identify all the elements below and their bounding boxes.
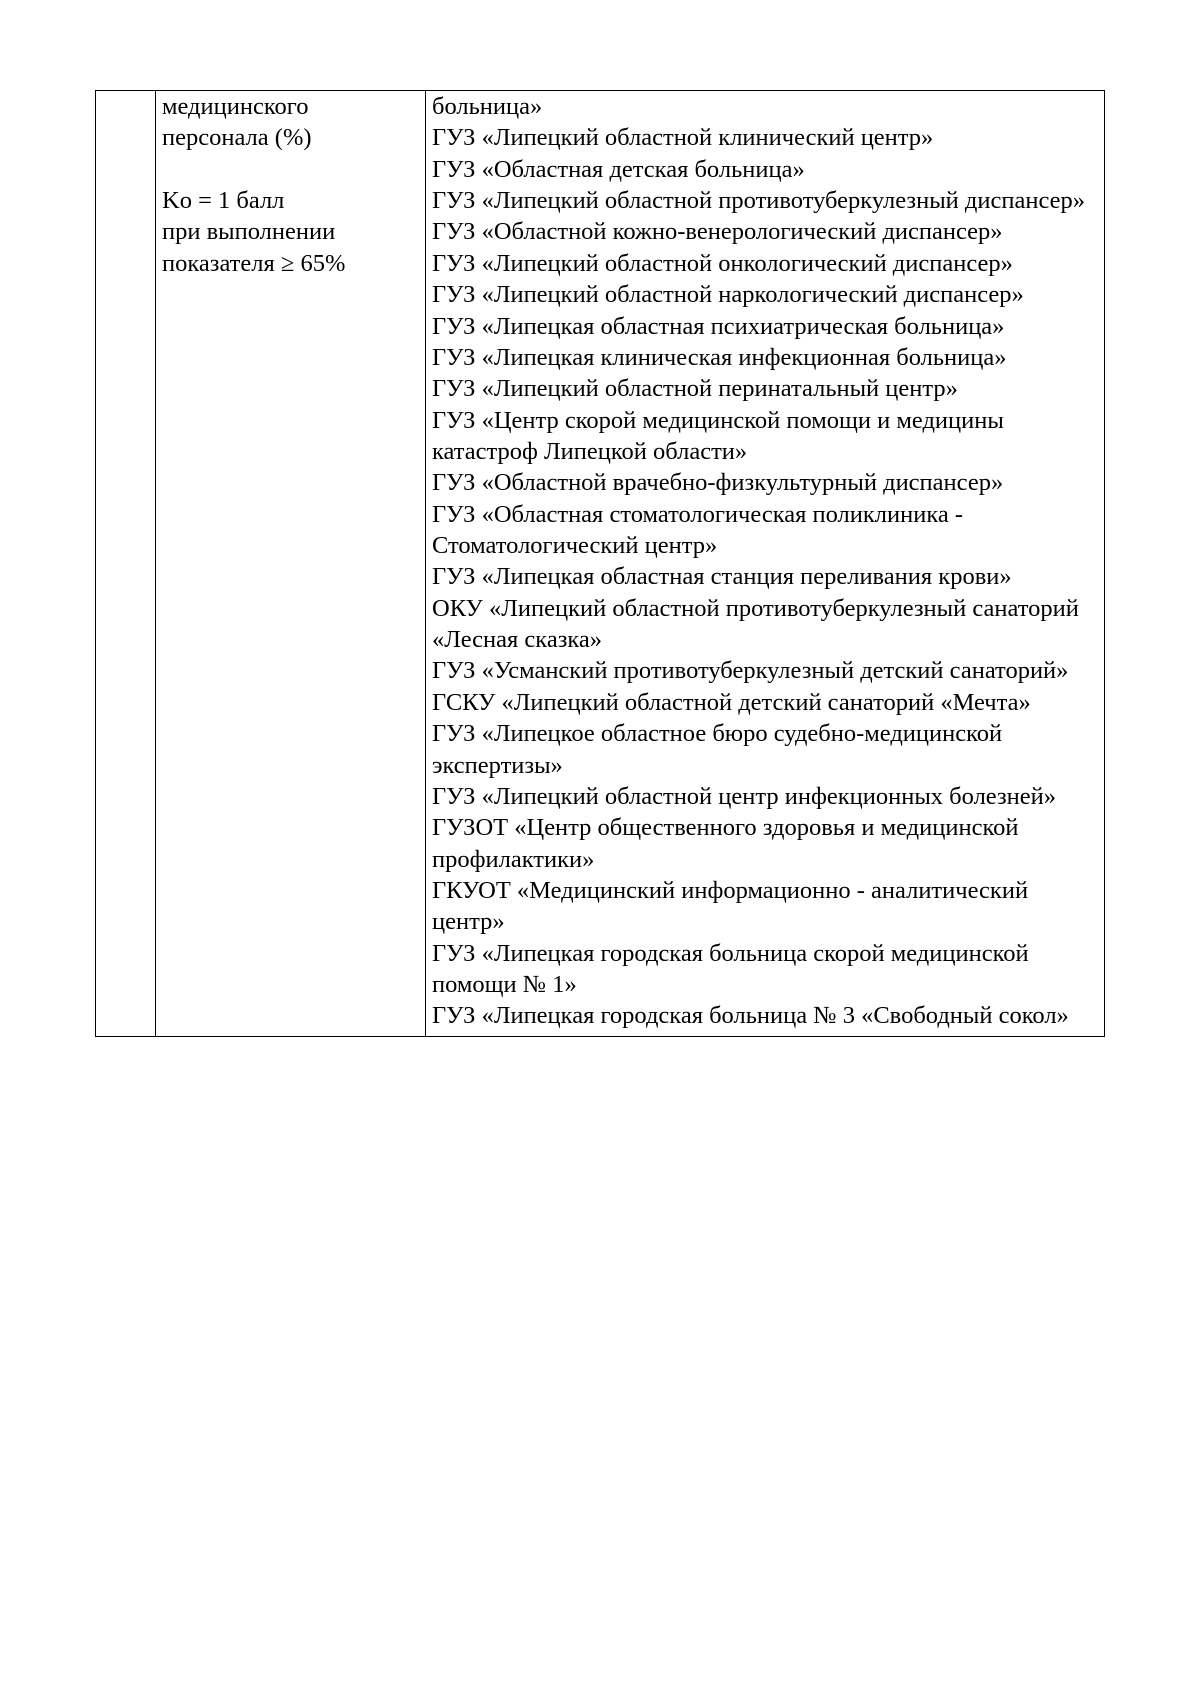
organization-item: ГУЗОТ «Центр общественного здоровья и ме…	[432, 812, 1098, 875]
organization-item: ГУЗ «Областная детская больница»	[432, 154, 1098, 185]
organization-item: ГСКУ «Липецкий областной детский санатор…	[432, 687, 1098, 718]
organization-item: ГУЗ «Липецкий областной онкологический д…	[432, 248, 1098, 279]
organization-item: ГУЗ «Липецкая клиническая инфекционная б…	[432, 342, 1098, 373]
organization-item: ГУЗ «Центр скорой медицинской помощи и м…	[432, 405, 1098, 468]
organization-item: ГУЗ «Липецкая областная станция перелива…	[432, 561, 1098, 592]
organization-item: ГУЗ «Липецкая областная психиатрическая …	[432, 311, 1098, 342]
organization-item: ГУЗ «Липецкая городская больница скорой …	[432, 938, 1098, 1001]
cell-criteria: медицинского персонала (%) Kо = 1 балл п…	[156, 91, 426, 1037]
organization-item: ГУЗ «Усманский противотуберкулезный детс…	[432, 655, 1098, 686]
organization-item: ГУЗ «Областной кожно-венерологический ди…	[432, 216, 1098, 247]
document-page: медицинского персонала (%) Kо = 1 балл п…	[0, 0, 1200, 1132]
organization-item: ГУЗ «Липецкий областной центр инфекционн…	[432, 781, 1098, 812]
table-row: медицинского персонала (%) Kо = 1 балл п…	[96, 91, 1105, 1037]
organization-item: ГУЗ «Липецкий областной перинатальный це…	[432, 373, 1098, 404]
cell-organizations: больница»ГУЗ «Липецкий областной клиниче…	[426, 91, 1105, 1037]
organization-item: ГУЗ «Липецкая городская больница № 3 «Св…	[432, 1000, 1098, 1031]
organization-item: ГУЗ «Липецкий областной клинический цент…	[432, 122, 1098, 153]
organization-item: ГУЗ «Липецкий областной противотуберкуле…	[432, 185, 1098, 216]
organization-item: больница»	[432, 91, 1098, 122]
organization-item: ГУЗ «Областной врачебно-физкультурный ди…	[432, 467, 1098, 498]
organization-item: ГКУОТ «Медицинский информационно - анали…	[432, 875, 1098, 938]
organization-item: ГУЗ «Областная стоматологическая поликли…	[432, 499, 1098, 562]
criteria-table: медицинского персонала (%) Kо = 1 балл п…	[95, 90, 1105, 1037]
organization-item: ГУЗ «Липецкое областное бюро судебно-мед…	[432, 718, 1098, 781]
organization-item: ОКУ «Липецкий областной противотуберкуле…	[432, 593, 1098, 656]
organization-item: ГУЗ «Липецкий областной наркологический …	[432, 279, 1098, 310]
cell-number	[96, 91, 156, 1037]
criteria-text: медицинского персонала (%) Kо = 1 балл п…	[162, 91, 419, 279]
